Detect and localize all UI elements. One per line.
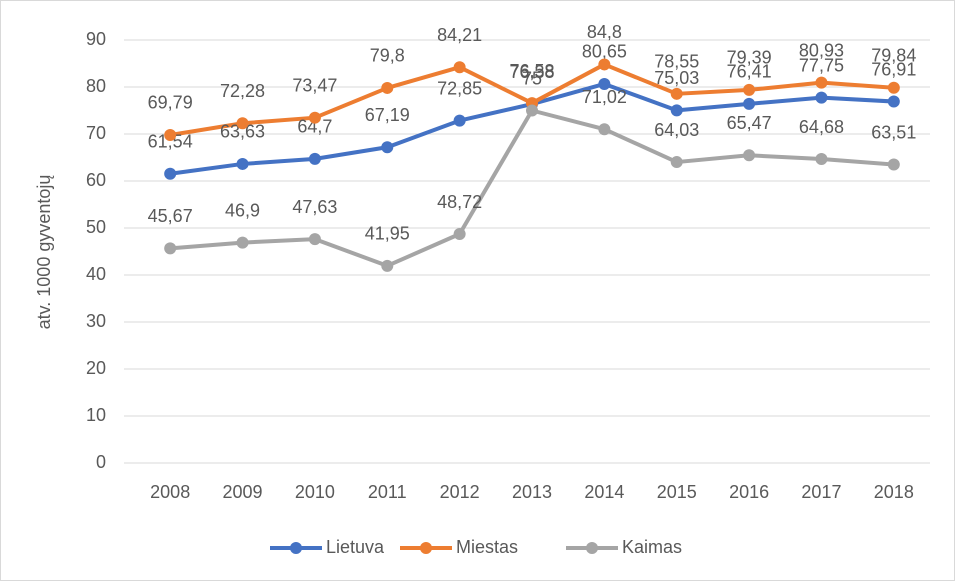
data-label: 72,85 xyxy=(437,78,482,98)
legend-marker xyxy=(290,542,302,554)
data-label: 61,54 xyxy=(148,132,193,152)
x-tick-label: 2013 xyxy=(512,482,552,502)
data-point xyxy=(164,242,177,255)
data-label: 64,03 xyxy=(654,120,699,140)
data-label: 80,93 xyxy=(799,40,844,60)
y-tick-label: 10 xyxy=(86,405,106,425)
data-point xyxy=(236,236,249,249)
data-point xyxy=(236,157,249,170)
data-point xyxy=(381,259,394,272)
data-point xyxy=(598,77,611,90)
data-label: 69,79 xyxy=(148,93,193,113)
x-tick-label: 2011 xyxy=(368,482,407,502)
data-label: 67,19 xyxy=(365,105,410,125)
data-label: 63,51 xyxy=(871,122,916,142)
data-label: 64,68 xyxy=(799,117,844,137)
x-tick-label: 2016 xyxy=(729,482,769,502)
data-point xyxy=(743,97,756,110)
legend-label: Lietuva xyxy=(326,537,385,557)
data-point xyxy=(164,128,177,141)
x-tick-label: 2009 xyxy=(223,482,263,502)
data-label: 72,28 xyxy=(220,81,265,101)
y-tick-label: 90 xyxy=(86,29,106,49)
data-point xyxy=(815,91,828,104)
x-tick-label: 2017 xyxy=(801,482,841,502)
data-point xyxy=(453,114,466,127)
data-point xyxy=(743,83,756,96)
data-label: 79,84 xyxy=(871,46,916,66)
data-point xyxy=(887,158,900,171)
data-label: 75 xyxy=(522,68,542,88)
data-label: 79,8 xyxy=(370,46,405,66)
data-point xyxy=(381,81,394,94)
data-point xyxy=(815,153,828,166)
data-label: 71,02 xyxy=(582,87,627,107)
data-point xyxy=(815,76,828,89)
legend-marker xyxy=(586,542,598,554)
data-point xyxy=(453,61,466,74)
y-tick-label: 80 xyxy=(86,76,106,96)
data-label: 47,63 xyxy=(292,197,337,217)
data-label: 84,21 xyxy=(437,25,482,45)
data-point xyxy=(598,58,611,71)
x-tick-label: 2008 xyxy=(150,482,190,502)
data-point xyxy=(308,233,321,246)
data-point xyxy=(670,156,683,169)
data-point xyxy=(308,111,321,124)
data-point xyxy=(526,104,538,117)
data-label: 76,41 xyxy=(727,62,772,82)
data-point xyxy=(236,117,249,130)
data-point xyxy=(743,149,756,162)
data-label: 63,63 xyxy=(220,122,265,142)
x-tick-label: 2012 xyxy=(440,482,480,502)
x-tick-label: 2015 xyxy=(657,482,697,502)
data-label: 65,47 xyxy=(727,113,772,133)
data-label: 45,67 xyxy=(148,206,193,226)
y-tick-label: 50 xyxy=(86,217,106,237)
data-label: 76,91 xyxy=(871,59,916,79)
data-label: 84,8 xyxy=(587,22,622,42)
data-label: 76,58 xyxy=(509,61,554,81)
data-label: 64,7 xyxy=(297,117,332,137)
y-tick-label: 60 xyxy=(86,170,106,190)
data-label: 48,72 xyxy=(437,192,482,212)
data-label: 46,9 xyxy=(225,200,260,220)
x-tick-label: 2010 xyxy=(295,482,335,502)
y-tick-label: 70 xyxy=(86,123,106,143)
data-label: 41,95 xyxy=(365,224,410,244)
data-point xyxy=(453,228,466,241)
data-label: 76,38 xyxy=(509,62,554,82)
legend-label: Kaimas xyxy=(622,537,682,557)
y-axis-label: atv. 1000 gyventojų xyxy=(34,175,54,330)
data-point xyxy=(598,123,611,136)
x-tick-label: 2014 xyxy=(584,482,624,502)
y-tick-label: 30 xyxy=(86,311,106,331)
data-label: 80,65 xyxy=(582,42,627,62)
x-tick-label: 2018 xyxy=(874,482,914,502)
legend-label: Miestas xyxy=(456,537,518,557)
y-tick-label: 0 xyxy=(96,452,106,472)
data-point xyxy=(887,95,900,108)
data-label: 78,55 xyxy=(654,52,699,72)
y-tick-label: 40 xyxy=(86,264,106,284)
data-point xyxy=(670,87,683,100)
data-label: 79,39 xyxy=(727,48,772,68)
data-point xyxy=(887,81,900,94)
legend-marker xyxy=(420,542,432,554)
data-label: 75,03 xyxy=(654,68,699,88)
data-label: 73,47 xyxy=(292,75,337,95)
data-point xyxy=(164,167,177,180)
data-point xyxy=(308,152,321,165)
data-point xyxy=(670,104,683,117)
data-point xyxy=(381,141,394,154)
data-label: 77,75 xyxy=(799,55,844,75)
y-tick-label: 20 xyxy=(86,358,106,378)
